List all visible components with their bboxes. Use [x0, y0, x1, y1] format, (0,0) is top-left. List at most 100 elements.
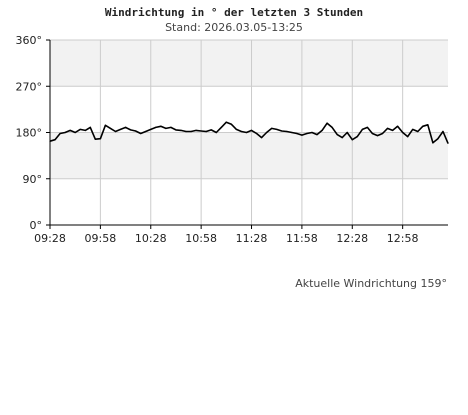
data-point	[215, 131, 217, 134]
data-point	[271, 127, 273, 129]
x-tick-label: 12:58	[387, 232, 419, 245]
data-point	[341, 137, 343, 139]
x-tick-label: 12:28	[336, 232, 368, 245]
data-point	[427, 124, 429, 126]
data-point	[79, 128, 81, 131]
data-point	[311, 131, 313, 134]
data-point	[281, 130, 283, 132]
y-tick-label: 360°	[16, 34, 43, 47]
data-point	[346, 131, 348, 134]
data-point	[155, 126, 157, 128]
data-point	[326, 122, 328, 124]
band-90-180	[50, 132, 448, 179]
data-point	[84, 129, 86, 132]
data-point	[432, 142, 434, 144]
data-point	[225, 121, 227, 123]
y-tick-label: 90°	[23, 173, 43, 186]
x-tick-label: 11:58	[286, 232, 318, 245]
data-point	[366, 126, 368, 128]
data-point	[296, 132, 298, 135]
data-point	[407, 136, 409, 138]
data-point	[321, 129, 323, 132]
data-point	[386, 127, 389, 129]
data-point	[165, 127, 167, 129]
data-point	[266, 131, 268, 134]
data-point	[210, 129, 212, 131]
data-point	[135, 130, 137, 132]
data-point	[150, 128, 152, 131]
x-tick-label: 09:58	[85, 232, 117, 245]
x-tick-label: 09:28	[34, 232, 66, 245]
band-270-360	[50, 40, 448, 87]
data-point	[356, 136, 358, 138]
data-point	[185, 130, 187, 133]
data-point	[417, 130, 419, 133]
data-point	[190, 130, 192, 133]
data-point	[447, 142, 449, 144]
data-point	[130, 129, 132, 131]
data-point	[301, 134, 303, 136]
data-point	[255, 132, 258, 135]
data-point	[291, 131, 293, 134]
data-point	[391, 129, 394, 132]
x-tick-label: 11:28	[236, 232, 268, 245]
data-point	[402, 131, 404, 134]
x-tick-label: 10:58	[185, 232, 217, 245]
y-tick-label: 180°	[16, 127, 43, 140]
data-point	[442, 130, 444, 133]
data-point	[124, 126, 127, 128]
data-point	[89, 126, 91, 128]
data-point	[160, 125, 162, 127]
data-point	[230, 123, 232, 125]
data-point	[371, 132, 374, 135]
data-point	[59, 132, 61, 135]
data-point	[240, 130, 243, 133]
data-point	[397, 125, 399, 127]
y-tick-label: 270°	[16, 80, 43, 93]
data-point	[336, 133, 338, 136]
data-point	[235, 128, 238, 131]
data-point	[175, 129, 177, 131]
data-point	[170, 126, 172, 128]
data-point	[245, 131, 248, 134]
data-point	[104, 124, 107, 126]
data-point	[54, 139, 56, 141]
data-point	[49, 140, 51, 142]
chart-title: Windrichtung in ° der letzten 3 Stunden	[104, 6, 364, 19]
data-point	[316, 133, 318, 136]
data-point	[140, 132, 142, 135]
data-point	[205, 130, 207, 133]
data-point	[361, 128, 363, 131]
data-point	[99, 138, 101, 140]
data-point	[145, 130, 147, 133]
y-tick-label: 0°	[30, 219, 43, 232]
data-point	[381, 132, 384, 135]
x-tick-label: 10:28	[135, 232, 167, 245]
data-point	[331, 126, 333, 128]
data-point	[200, 130, 202, 132]
data-point	[306, 132, 308, 135]
data-point	[119, 128, 122, 131]
data-point	[64, 131, 66, 134]
data-point	[69, 129, 71, 132]
data-point	[114, 130, 117, 133]
data-point	[412, 128, 414, 131]
data-point	[376, 134, 379, 137]
data-point	[220, 126, 222, 128]
current-wind-direction: Aktuelle Windrichtung 159°	[295, 277, 447, 290]
data-point	[109, 127, 112, 129]
data-point	[250, 129, 253, 132]
data-point	[180, 129, 182, 132]
data-point	[422, 125, 424, 127]
data-point	[260, 137, 263, 139]
data-point	[276, 128, 278, 131]
data-point	[351, 139, 353, 141]
data-point	[437, 138, 439, 140]
data-point	[74, 131, 76, 134]
data-point	[286, 130, 288, 133]
data-point	[195, 129, 197, 132]
wind-direction-line	[49, 121, 449, 144]
data-point	[94, 138, 96, 140]
chart-subtitle: Stand: 2026.03.05-13:25	[165, 21, 303, 34]
